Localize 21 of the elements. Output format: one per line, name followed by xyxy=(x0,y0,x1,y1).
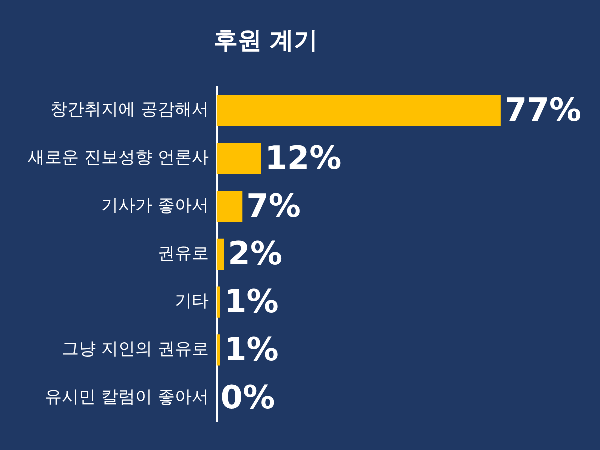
y-tick-label: 권유로 xyxy=(158,244,209,264)
data-label: 7% xyxy=(246,186,301,225)
data-label: 1% xyxy=(224,282,279,321)
bar xyxy=(216,286,220,318)
data-label: 77% xyxy=(504,91,582,130)
data-label: 12% xyxy=(265,138,342,177)
y-tick-label: 새로운 진보성향 언론사 xyxy=(28,148,209,168)
bar xyxy=(216,95,501,126)
y-tick-label: 기사가 좋아서 xyxy=(101,196,209,216)
data-label: 0% xyxy=(220,378,276,416)
bar xyxy=(216,334,220,366)
bar xyxy=(216,238,224,270)
chart-title: 후원 계기 xyxy=(214,26,318,55)
bar xyxy=(216,190,243,222)
y-tick-label: 유시민 칼럼이 좋아서 xyxy=(44,387,209,408)
data-label: 2% xyxy=(228,234,283,273)
y-tick-label: 창간취지에 공감해서 xyxy=(50,100,209,120)
y-tick-label: 기타 xyxy=(174,292,209,312)
data-label: 1% xyxy=(224,330,279,368)
bar xyxy=(216,143,262,174)
y-tick-label: 그냥 지인의 권유로 xyxy=(62,340,209,360)
